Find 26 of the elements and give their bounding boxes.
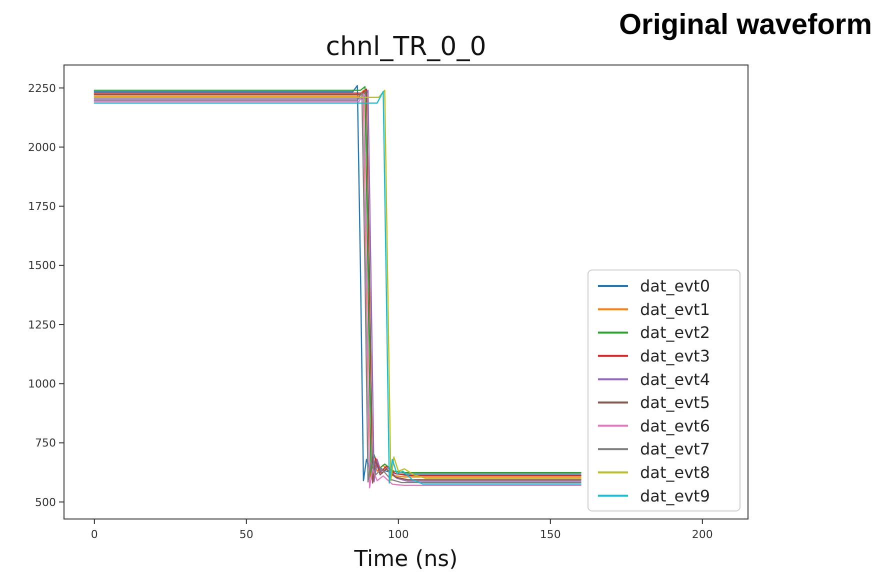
- legend-label: dat_evt2: [640, 323, 710, 342]
- legend-label: dat_evt9: [640, 486, 710, 506]
- text: Original waveform: [618, 9, 872, 41]
- y-tick-label: 500: [35, 496, 56, 509]
- x-axis-title: Time (ns): [353, 547, 458, 572]
- y-tick-label: 2000: [28, 140, 56, 154]
- y-tick-label: 750: [35, 436, 56, 450]
- x-tick-label: 50: [239, 528, 254, 541]
- x-tick-label: 200: [692, 528, 713, 541]
- legend-label: dat_evt0: [640, 276, 710, 296]
- chart-title: chnl_TR_0_0: [326, 32, 486, 62]
- x-tick-label: 100: [388, 528, 409, 541]
- y-tick-label: 1250: [28, 318, 56, 332]
- y-tick-label: 1500: [28, 259, 56, 272]
- x-tick-label: 0: [90, 528, 98, 541]
- legend-label: dat_evt6: [640, 416, 710, 436]
- y-tick-label: 1750: [28, 200, 56, 214]
- y-tick-label: 1000: [28, 378, 56, 391]
- y-tick-label: 2250: [28, 82, 56, 95]
- legend-label: dat_evt7: [640, 440, 710, 459]
- legend-label: dat_evt8: [640, 463, 710, 482]
- legend-label: dat_evt4: [640, 370, 710, 389]
- legend-label: dat_evt3: [640, 346, 710, 366]
- legend-label: dat_evt1: [640, 300, 710, 319]
- x-tick-label: 150: [540, 528, 561, 541]
- legend-label: dat_evt5: [640, 393, 710, 412]
